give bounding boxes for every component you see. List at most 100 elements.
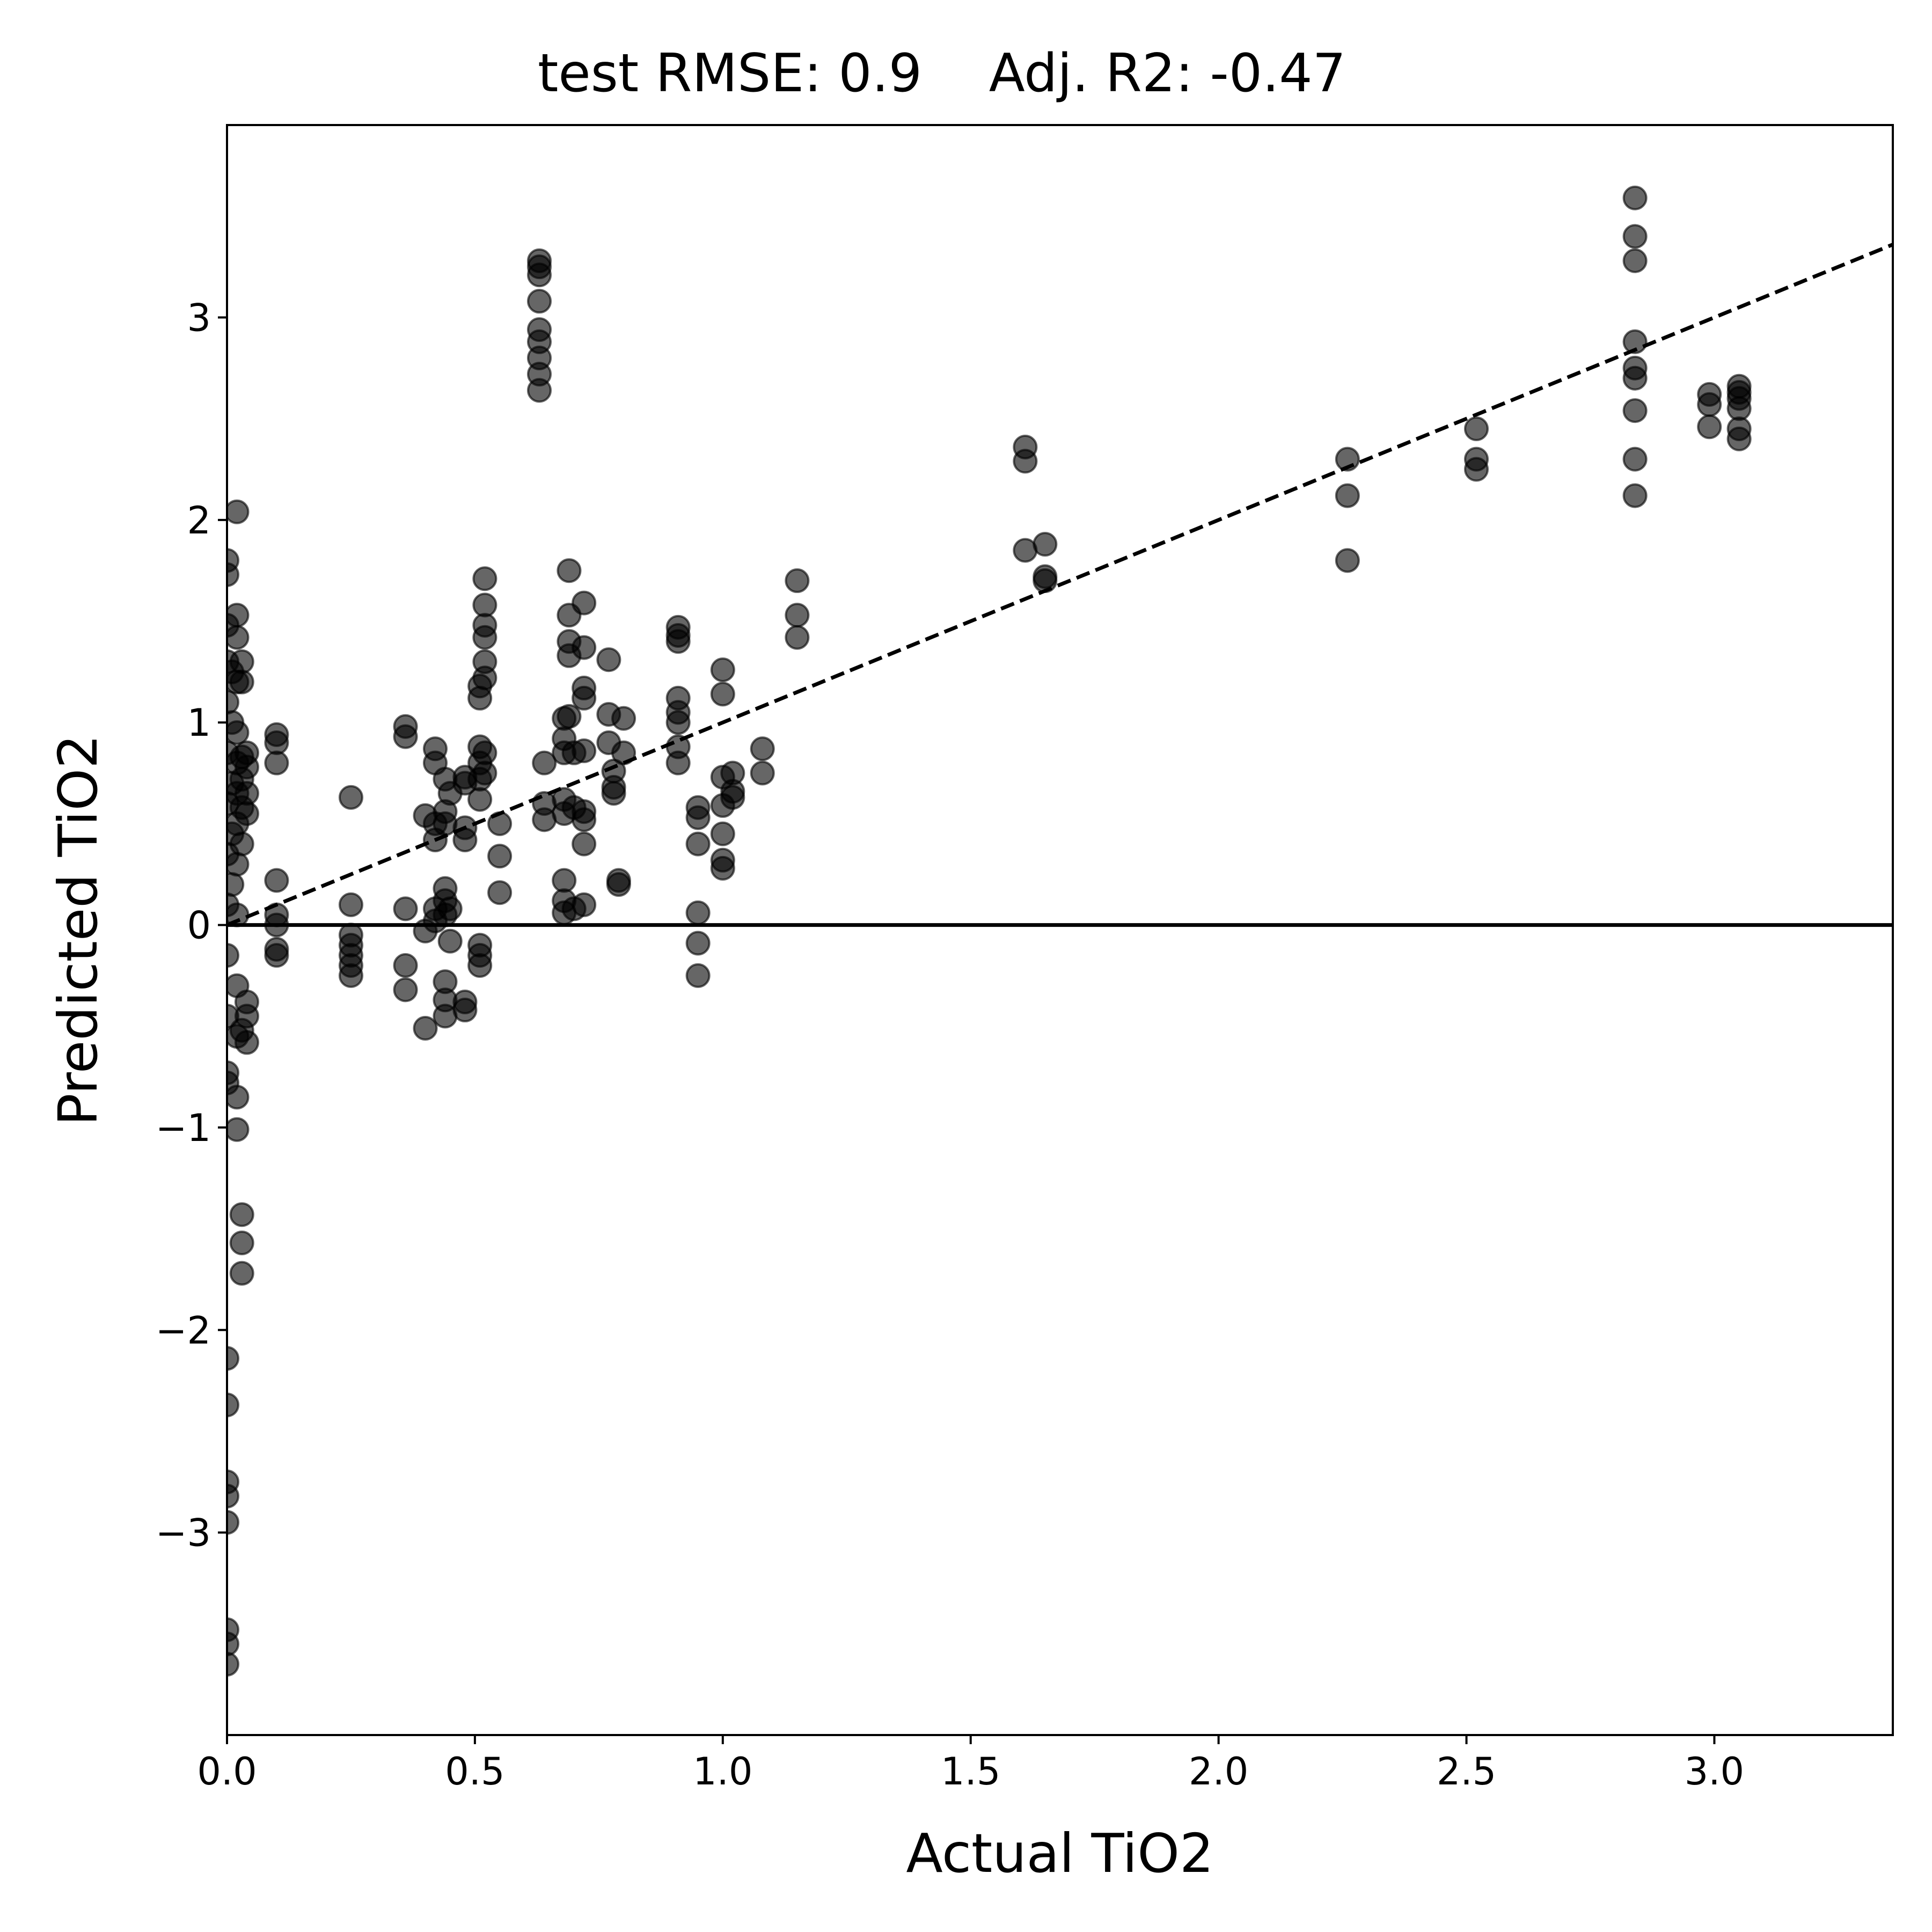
data-point: [433, 969, 458, 994]
data-point: [720, 760, 745, 786]
data-points: [227, 185, 1752, 1677]
data-point: [227, 1392, 239, 1417]
data-point: [338, 892, 363, 917]
data-point: [1622, 329, 1648, 354]
y-tick-label: −1: [156, 1106, 211, 1150]
data-point: [227, 1510, 239, 1535]
y-tick-label: −3: [156, 1511, 211, 1555]
data-point: [1335, 447, 1360, 472]
data-point: [227, 625, 250, 650]
data-point: [227, 1469, 239, 1495]
data-point: [685, 900, 711, 925]
data-point: [264, 868, 289, 893]
data-point: [229, 831, 254, 857]
data-point: [234, 801, 259, 826]
x-tick-label: 0.0: [197, 1750, 257, 1794]
y-axis-ticks: −3 −2 −1 0 1 2 3: [156, 296, 227, 1555]
data-point: [229, 1231, 254, 1256]
data-point: [487, 811, 513, 836]
data-point: [1622, 355, 1648, 380]
data-point: [487, 880, 513, 905]
data-point: [234, 989, 259, 1014]
data-point: [472, 592, 497, 618]
data-point: [785, 603, 810, 628]
data-point: [785, 625, 810, 650]
data-point: [785, 568, 810, 594]
data-point: [710, 847, 735, 873]
data-point: [1013, 435, 1038, 459]
x-axis-label: Actual TiO2: [906, 1822, 1213, 1885]
data-point: [227, 1117, 250, 1142]
data-point: [393, 953, 418, 978]
data-point: [264, 936, 289, 962]
x-tick-label: 0.5: [445, 1750, 504, 1794]
data-point: [227, 1617, 239, 1642]
y-tick-label: 3: [187, 296, 211, 340]
data-point: [227, 852, 250, 877]
data-point: [572, 892, 597, 917]
data-point: [437, 928, 463, 954]
data-point: [227, 603, 250, 628]
data-point: [472, 740, 497, 765]
data-point: [472, 566, 497, 591]
data-point: [229, 1202, 254, 1227]
data-point: [338, 785, 363, 810]
x-tick-label: 1.5: [941, 1750, 1000, 1794]
data-point: [1697, 414, 1722, 440]
data-point: [665, 614, 691, 640]
data-point: [527, 289, 552, 314]
identity-line: [227, 243, 1893, 927]
x-axis-ticks: 0.0 0.5 1.0 1.5 2.0 2.5 3.0: [197, 1735, 1744, 1794]
data-point: [393, 714, 418, 739]
data-point: [557, 704, 582, 729]
data-point: [750, 760, 775, 786]
data-point: [264, 902, 289, 927]
data-point: [1622, 398, 1648, 423]
data-point: [1335, 483, 1360, 508]
data-point: [393, 977, 418, 1002]
data-point: [750, 736, 775, 762]
data-point: [596, 647, 621, 672]
y-axis-label: Predicted TiO2: [47, 734, 109, 1125]
data-point: [1033, 564, 1058, 589]
x-tick-label: 2.0: [1189, 1750, 1248, 1794]
data-point: [234, 1030, 259, 1055]
data-point: [611, 740, 636, 765]
data-point: [227, 720, 250, 745]
plot-area: [227, 185, 1893, 1677]
data-point: [467, 787, 493, 812]
data-point: [1335, 548, 1360, 573]
y-tick-label: −2: [156, 1308, 211, 1352]
data-point: [1697, 382, 1722, 407]
data-point: [572, 590, 597, 616]
x-tick-label: 1.0: [693, 1750, 752, 1794]
chart-title: test RMSE: 0.9 Adj. R2: -0.47: [538, 43, 1346, 104]
data-point: [572, 635, 597, 660]
y-tick-label: 2: [187, 499, 211, 543]
data-point: [572, 799, 597, 824]
data-point: [227, 499, 250, 524]
data-point: [452, 815, 478, 840]
data-point: [1622, 224, 1648, 249]
data-point: [472, 613, 497, 638]
data-point: [1622, 248, 1648, 273]
data-point: [710, 682, 735, 707]
data-point: [572, 676, 597, 701]
data-point: [1622, 185, 1648, 210]
data-point: [710, 657, 735, 683]
data-point: [572, 738, 597, 764]
data-point: [611, 706, 636, 731]
data-point: [1726, 416, 1752, 442]
data-point: [227, 943, 239, 968]
data-point: [393, 896, 418, 921]
data-point: [227, 690, 239, 715]
reference-lines: [227, 243, 1893, 927]
data-point: [437, 896, 463, 921]
data-point: [527, 317, 552, 342]
y-tick-label: 0: [187, 904, 211, 948]
data-point: [234, 740, 259, 765]
data-point: [557, 558, 582, 583]
y-tick-label: 1: [187, 701, 211, 745]
